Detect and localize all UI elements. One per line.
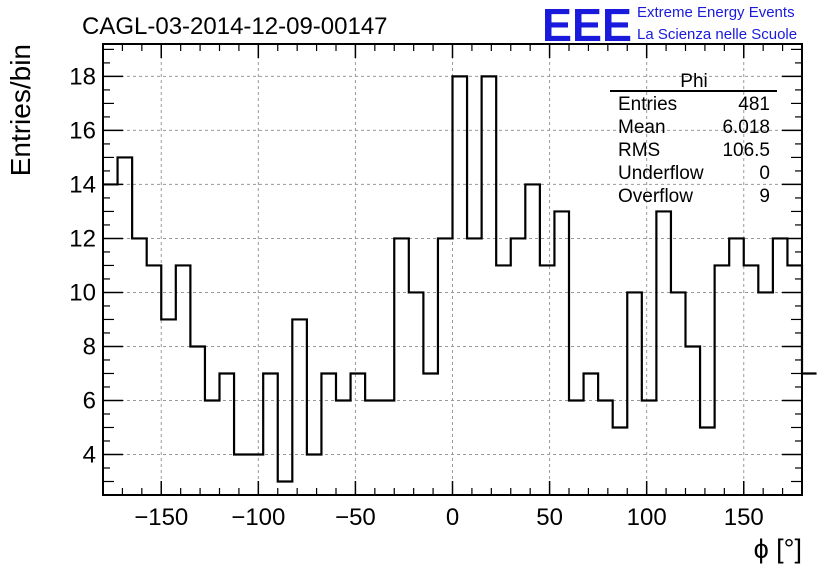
x-tick-label: −100 bbox=[231, 504, 285, 531]
y-tick-label: 6 bbox=[83, 387, 96, 414]
x-tick-label: −150 bbox=[134, 504, 188, 531]
histogram-outline bbox=[103, 75, 817, 483]
stats-row-label: RMS bbox=[618, 140, 660, 161]
y-tick-label: 10 bbox=[69, 279, 96, 306]
x-tick-label: 150 bbox=[724, 504, 764, 531]
y-tick-label: 8 bbox=[83, 333, 96, 360]
stats-row-label: Entries bbox=[618, 94, 677, 115]
stats-row-label: Underflow bbox=[618, 163, 704, 184]
eee-logo: EEE Extreme Energy Events La Scienza nel… bbox=[542, 0, 797, 51]
stats-row-value: 9 bbox=[759, 186, 770, 207]
stats-row-label: Mean bbox=[618, 117, 666, 138]
stats-title: Phi bbox=[680, 71, 707, 92]
y-tick-label: 14 bbox=[69, 171, 96, 198]
y-axis-label: Entries/bin bbox=[5, 44, 36, 176]
stats-row-value: 106.5 bbox=[722, 140, 770, 161]
chart-title: CAGL-03-2014-12-09-00147 bbox=[82, 13, 388, 40]
x-tick-label: −50 bbox=[335, 504, 376, 531]
stats-rows: Entries 481 Mean 6.018 RMS 106.5 Underflow 0 Ove… bbox=[618, 94, 770, 207]
x-axis-label: ϕ [°] bbox=[754, 534, 802, 564]
stats-row-value: 481 bbox=[738, 94, 770, 115]
eee-logo-line1: Extreme Energy Events bbox=[637, 4, 795, 21]
stats-row-value: 6.018 bbox=[722, 117, 770, 138]
y-tick-label: 18 bbox=[69, 63, 96, 90]
y-tick-label: 12 bbox=[69, 225, 96, 252]
x-tick-label: 0 bbox=[446, 504, 459, 531]
eee-logo-line2: La Scienza nelle Scuole bbox=[637, 26, 797, 43]
eee-logo-mark: EEE bbox=[542, 0, 632, 51]
x-tick-label: 100 bbox=[627, 504, 667, 531]
y-tick-label: 16 bbox=[69, 117, 96, 144]
axis-ticks bbox=[103, 44, 802, 495]
x-tick-label: 50 bbox=[536, 504, 563, 531]
y-tick-labels: 4 6 8 10 12 14 16 18 bbox=[69, 63, 96, 468]
stats-row-value: 0 bbox=[759, 163, 770, 184]
x-tick-labels: −150 −100 −50 0 50 100 150 bbox=[134, 504, 764, 531]
stats-row-label: Overflow bbox=[618, 186, 693, 207]
y-tick-label: 4 bbox=[83, 441, 96, 468]
stats-box: Phi Entries 481 Mean 6.018 RMS 106.5 Underflow… bbox=[610, 71, 777, 207]
